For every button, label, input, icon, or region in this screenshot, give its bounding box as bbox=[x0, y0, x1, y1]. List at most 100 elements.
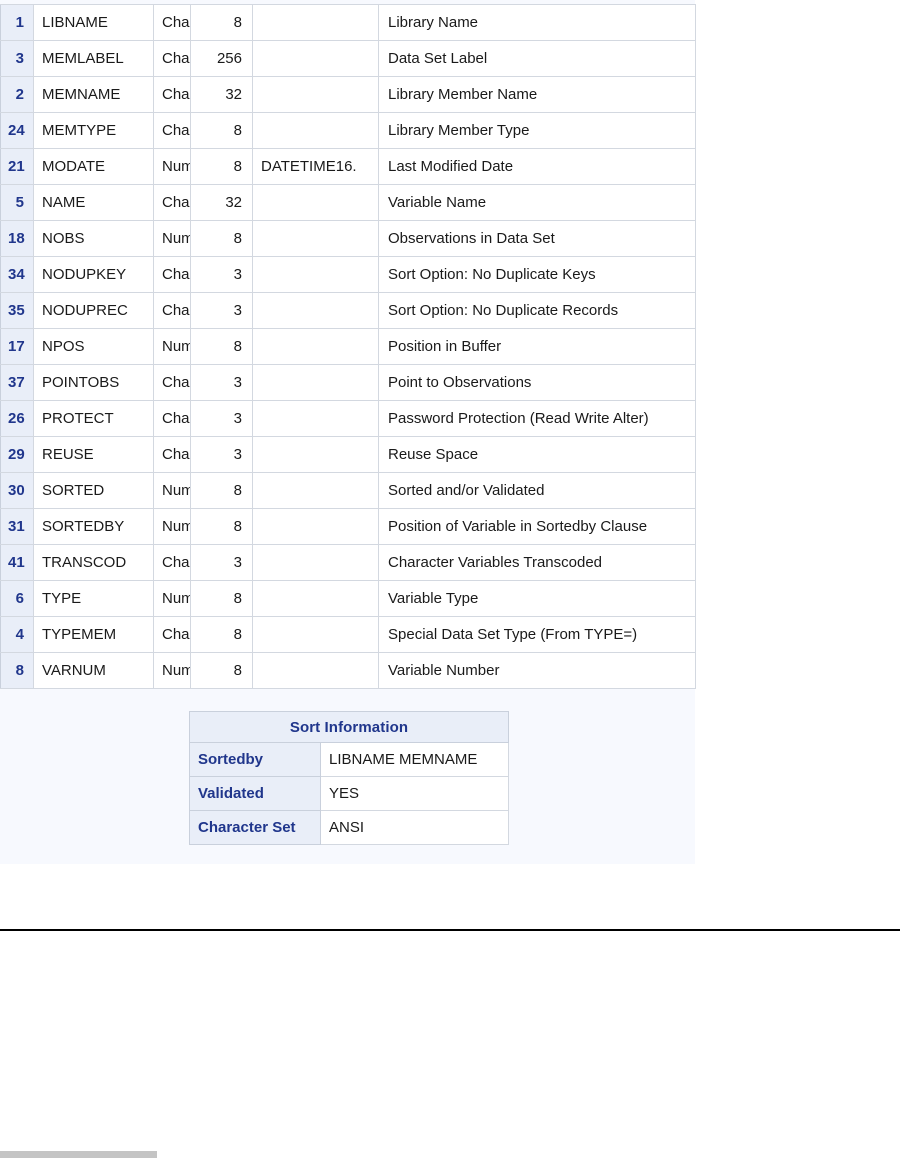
sort-information-body: Sortedby LIBNAME MEMNAME Validated YES Chara… bbox=[189, 742, 510, 845]
variable-type-cell: Char bbox=[153, 616, 191, 653]
row-number-cell: 6 bbox=[0, 580, 34, 617]
sas-output-region: 1LIBNAMEChar8Library Name3MEMLABELChar25… bbox=[0, 4, 696, 845]
variable-format-cell: DATETIME16. bbox=[252, 148, 379, 185]
variable-length-cell: 8 bbox=[190, 112, 253, 149]
variable-name-cell: TYPE bbox=[33, 580, 154, 617]
variable-name-cell: VARNUM bbox=[33, 652, 154, 689]
variable-length-cell: 8 bbox=[190, 472, 253, 509]
variable-name-cell: NAME bbox=[33, 184, 154, 221]
variable-format-cell bbox=[252, 112, 379, 149]
variable-name-cell: NPOS bbox=[33, 328, 154, 365]
table-row: 18NOBSNum8 Observations in Data Set bbox=[0, 220, 696, 257]
variable-label-cell: Character Variables Transcoded bbox=[378, 544, 696, 581]
variable-name-cell: LIBNAME bbox=[33, 4, 154, 41]
variable-type-cell: Char bbox=[153, 184, 191, 221]
row-number-cell: 2 bbox=[0, 76, 34, 113]
variable-format-cell bbox=[252, 508, 379, 545]
variable-type-cell: Char bbox=[153, 364, 191, 401]
variable-name-cell: SORTEDBY bbox=[33, 508, 154, 545]
variable-label-cell: Reuse Space bbox=[378, 436, 696, 473]
variable-length-cell: 8 bbox=[190, 616, 253, 653]
variable-length-cell: 32 bbox=[190, 184, 253, 221]
variable-name-cell: MODATE bbox=[33, 148, 154, 185]
variable-type-cell: Char bbox=[153, 436, 191, 473]
row-number-cell: 30 bbox=[0, 472, 34, 509]
table-row: 31SORTEDBYNum8 Position of Variable in So… bbox=[0, 508, 696, 545]
row-number-cell: 34 bbox=[0, 256, 34, 293]
variable-format-cell bbox=[252, 616, 379, 653]
variable-label-cell: Library Member Name bbox=[378, 76, 696, 113]
variable-name-cell: MEMLABEL bbox=[33, 40, 154, 77]
variable-type-cell: Num bbox=[153, 472, 191, 509]
row-number-cell: 8 bbox=[0, 652, 34, 689]
variable-name-cell: REUSE bbox=[33, 436, 154, 473]
table-row: 29REUSEChar3 Reuse Space bbox=[0, 436, 696, 473]
variable-type-cell: Num bbox=[153, 328, 191, 365]
table-row: 8VARNUMNum8Variable Number bbox=[0, 652, 696, 689]
variable-format-cell bbox=[252, 472, 379, 509]
variable-label-cell: Point to Observations bbox=[378, 364, 696, 401]
variable-name-cell: MEMTYPE bbox=[33, 112, 154, 149]
variable-label-cell: Data Set Label bbox=[378, 40, 696, 77]
variable-type-cell: Num bbox=[153, 508, 191, 545]
sort-information-value: ANSI bbox=[319, 810, 510, 845]
variable-length-cell: 3 bbox=[190, 256, 253, 293]
variable-label-cell: Library Member Type bbox=[378, 112, 696, 149]
row-number-cell: 5 bbox=[0, 184, 34, 221]
variable-type-cell: Char bbox=[153, 544, 191, 581]
variable-format-cell bbox=[252, 328, 379, 365]
variable-type-cell: Char bbox=[153, 40, 191, 77]
bottom-progress-bar[interactable] bbox=[0, 1151, 157, 1158]
variable-label-cell: Last Modified Date bbox=[378, 148, 696, 185]
variable-name-cell: POINTOBS bbox=[33, 364, 154, 401]
variable-label-cell: Variable Name bbox=[378, 184, 696, 221]
row-number-cell: 3 bbox=[0, 40, 34, 77]
sort-information-header: Sort Information bbox=[188, 711, 510, 743]
sort-information-row: Validated YES bbox=[189, 776, 510, 811]
variable-label-cell: Position in Buffer bbox=[378, 328, 696, 365]
variable-format-cell bbox=[252, 40, 379, 77]
variable-length-cell: 8 bbox=[190, 508, 253, 545]
variable-length-cell: 3 bbox=[190, 436, 253, 473]
row-number-cell: 41 bbox=[0, 544, 34, 581]
variable-format-cell bbox=[252, 220, 379, 257]
variable-length-cell: 3 bbox=[190, 544, 253, 581]
variable-type-cell: Char bbox=[153, 400, 191, 437]
table-row: 6TYPENum8 Variable Type bbox=[0, 580, 696, 617]
variable-length-cell: 3 bbox=[190, 364, 253, 401]
table-row: 26PROTECTChar3 Password Protection (Read … bbox=[0, 400, 696, 437]
variable-label-cell: Variable Type bbox=[378, 580, 696, 617]
variable-label-cell: Sorted and/or Validated bbox=[378, 472, 696, 509]
row-number-cell: 24 bbox=[0, 112, 34, 149]
table-row: 17NPOSNum8 Position in Buffer bbox=[0, 328, 696, 365]
variable-label-cell: Position of Variable in Sortedby Clause bbox=[378, 508, 696, 545]
page-separator-rule bbox=[0, 929, 900, 931]
row-number-cell: 31 bbox=[0, 508, 34, 545]
row-number-cell: 18 bbox=[0, 220, 34, 257]
variable-name-cell: MEMNAME bbox=[33, 76, 154, 113]
table-row: 21MODATENum8DATETIME16.Last Modified Dat… bbox=[0, 148, 696, 185]
variable-label-cell: Sort Option: No Duplicate Keys bbox=[378, 256, 696, 293]
variable-type-cell: Num bbox=[153, 652, 191, 689]
variable-format-cell bbox=[252, 364, 379, 401]
variable-format-cell bbox=[252, 652, 379, 689]
sort-information-key: Character Set bbox=[189, 810, 321, 845]
variable-label-cell: Password Protection (Read Write Alter) bbox=[378, 400, 696, 437]
variable-name-cell: SORTED bbox=[33, 472, 154, 509]
table-row: 24MEMTYPEChar8 Library Member Type bbox=[0, 112, 696, 149]
row-number-cell: 29 bbox=[0, 436, 34, 473]
row-number-cell: 37 bbox=[0, 364, 34, 401]
variable-type-cell: Char bbox=[153, 76, 191, 113]
variables-table-body: 1LIBNAMEChar8Library Name3MEMLABELChar25… bbox=[0, 4, 696, 689]
variable-length-cell: 3 bbox=[190, 400, 253, 437]
variable-type-cell: Char bbox=[153, 112, 191, 149]
table-row: 34NODUPKEYChar3 Sort Option: No Duplicate… bbox=[0, 256, 696, 293]
table-row: 37POINTOBSChar3 Point to Observations bbox=[0, 364, 696, 401]
sort-information-value: YES bbox=[319, 776, 510, 811]
variable-format-cell bbox=[252, 400, 379, 437]
variable-length-cell: 8 bbox=[190, 148, 253, 185]
sort-information-row: Character Set ANSI bbox=[189, 810, 510, 845]
variable-format-cell bbox=[252, 544, 379, 581]
variable-length-cell: 8 bbox=[190, 220, 253, 257]
variable-format-cell bbox=[252, 256, 379, 293]
